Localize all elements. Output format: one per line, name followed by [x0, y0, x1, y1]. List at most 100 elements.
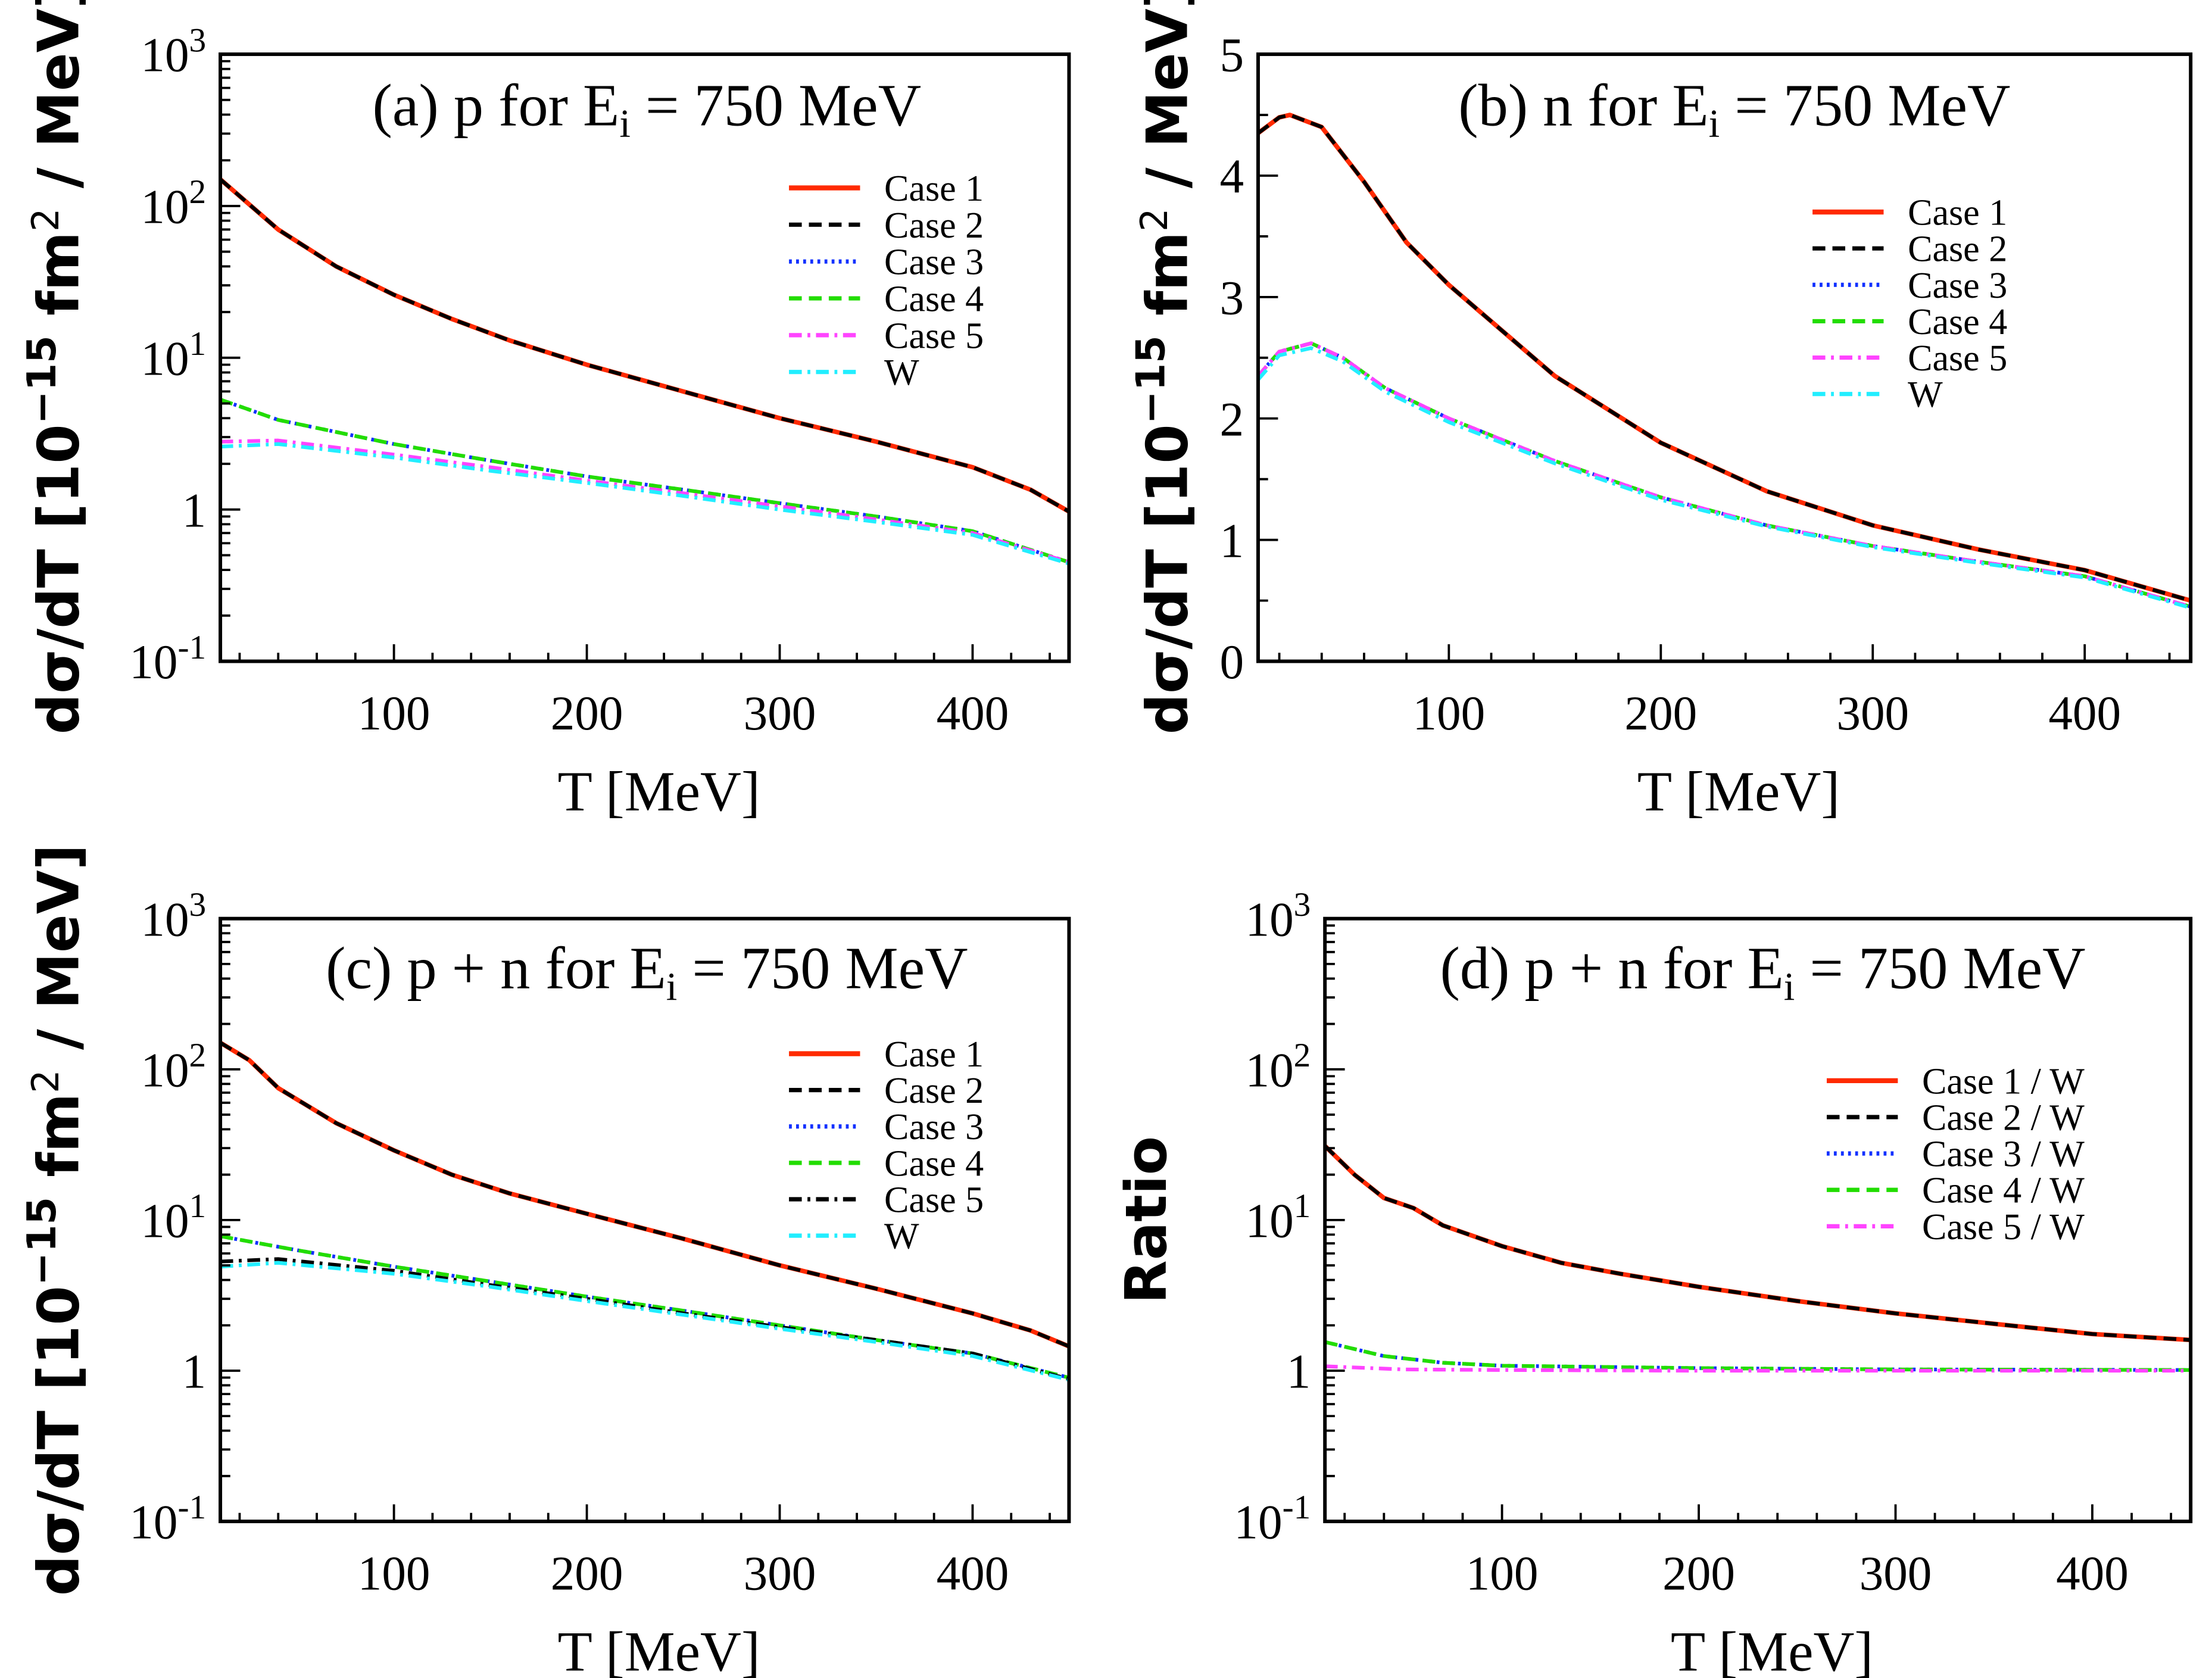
panel-title: (a) p for Ei = 750 MeV — [373, 72, 922, 145]
y-tick-label: 101 — [141, 325, 206, 385]
x-tick-label: 300 — [744, 1547, 816, 1601]
y-tick-base: 10 — [1245, 1043, 1293, 1097]
y-tick-base: 1 — [1287, 1345, 1311, 1399]
x-axis-label: T [MeV] — [1637, 760, 1840, 823]
title-text: = 750 MeV — [1720, 72, 2010, 138]
series-line-5 — [220, 1261, 1070, 1382]
y-tick-exponent: 1 — [1294, 1187, 1311, 1225]
y-label-text: / MeV] — [1134, 0, 1201, 208]
legend-label-3: Case 4 — [884, 279, 984, 320]
y-label-text: fm — [25, 1093, 92, 1197]
y-label-text: / MeV] — [25, 844, 92, 1070]
y-label-text: dσ/dT [10 — [25, 1286, 92, 1596]
x-tick-label: 100 — [1412, 687, 1485, 740]
series-line-3 — [220, 398, 1070, 564]
x-axis-label: T [MeV] — [557, 760, 760, 823]
y-tick-base: 10 — [141, 29, 189, 82]
panel-title: (d) p + n for Ei = 750 MeV — [1440, 935, 2086, 1009]
y-label-exponent: −15 — [18, 1197, 65, 1286]
y-label-text: dσ/dT [10 — [25, 424, 92, 734]
plot-frame — [219, 52, 1071, 663]
series-line-2 — [1256, 341, 2192, 609]
y-tick-label: 10-1 — [1234, 1489, 1311, 1549]
title-text: (d) p + n for E — [1440, 935, 1784, 1002]
y-label-exponent: −15 — [18, 335, 65, 424]
legend-label-2: Case 3 — [884, 242, 984, 283]
series-line-3 — [1324, 1340, 2191, 1372]
y-tick-base: 10 — [1234, 1496, 1282, 1549]
y-tick-label: 102 — [141, 173, 206, 233]
y-tick-label: 101 — [141, 1187, 206, 1247]
y-tick-base: 10 — [129, 635, 177, 689]
series-group — [1256, 113, 2192, 610]
y-tick-label: 2 — [1220, 392, 1244, 446]
x-tick-label: 200 — [1624, 687, 1697, 740]
y-label-text: dσ/dT [10 — [1134, 424, 1201, 734]
x-tick-label: 400 — [2056, 1547, 2129, 1601]
series-group — [219, 1040, 1070, 1382]
title-subscript: i — [1709, 102, 1720, 146]
y-tick-base: 0 — [1220, 635, 1244, 689]
series-line-4 — [220, 438, 1070, 564]
y-tick-label: 10-1 — [129, 1489, 206, 1549]
y-tick-label: 3 — [1220, 272, 1244, 325]
y-axis-label: dσ/dT [10−15 fm2 / MeV] — [1127, 0, 1200, 734]
y-tick-base: 5 — [1220, 29, 1244, 82]
title-subscript: i — [666, 965, 678, 1009]
y-tick-label: 102 — [141, 1037, 206, 1097]
series-line-3 — [1256, 341, 2192, 609]
x-tick-label: 200 — [1662, 1547, 1735, 1601]
x-tick-label: 200 — [551, 1547, 623, 1601]
title-subscript: i — [619, 102, 631, 146]
legend-label-3: Case 4 — [884, 1143, 984, 1184]
title-text: (b) n for E — [1458, 72, 1708, 138]
y-tick-label: 1 — [182, 1345, 207, 1399]
y-tick-base: 10 — [141, 1043, 189, 1097]
y-tick-base: 10 — [1245, 1194, 1293, 1248]
y-label-exponent: 2 — [1132, 208, 1176, 232]
y-tick-base: 10 — [1245, 893, 1293, 946]
y-label-exponent: 2 — [24, 208, 67, 232]
x-axis-label: T [MeV] — [1671, 1620, 1873, 1678]
series-line-4 — [1256, 341, 2192, 609]
legend-label-5: W — [1908, 375, 1943, 415]
title-text: = 750 MeV — [677, 935, 968, 1002]
y-tick-base: 1 — [1220, 514, 1244, 567]
series-group — [219, 177, 1071, 566]
y-tick-base: 1 — [182, 484, 207, 537]
y-label-exponent: 2 — [24, 1069, 67, 1093]
legend-label-0: Case 1 — [884, 169, 984, 209]
x-tick-label: 300 — [1836, 687, 1909, 740]
y-tick-label: 102 — [1245, 1037, 1311, 1097]
y-tick-exponent: 1 — [189, 1187, 207, 1225]
title-text: (a) p for E — [373, 72, 620, 138]
y-label-text: fm — [1134, 232, 1201, 335]
legend-label-0: Case 1 / W — [1922, 1061, 2085, 1102]
x-tick-label: 300 — [1860, 1547, 1932, 1601]
legend-label-2: Case 3 / W — [1922, 1134, 2085, 1175]
y-tick-label: 5 — [1220, 29, 1244, 82]
plot-frame — [1256, 52, 2193, 663]
y-tick-exponent: 1 — [189, 325, 207, 363]
x-tick-label: 100 — [1466, 1547, 1539, 1601]
panel-b: 100 200 300 400 T [MeV] 0 1 2 3 4 5 dσ/dT [10−15 fm… — [1127, 0, 2193, 823]
series-line-5 — [220, 442, 1070, 566]
y-tick-label: 101 — [1245, 1187, 1311, 1247]
y-tick-base: 10 — [141, 1194, 189, 1248]
y-tick-label: 4 — [1220, 150, 1244, 204]
y-tick-label: 1 — [182, 484, 207, 537]
y-tick-exponent: 2 — [189, 1037, 207, 1074]
y-label-text: Ratio — [1113, 1136, 1180, 1304]
series-line-0 — [1256, 113, 2192, 603]
legend-label-1: Case 2 — [884, 205, 984, 246]
y-tick-label: 0 — [1220, 635, 1244, 689]
y-tick-base: 2 — [1220, 392, 1244, 446]
x-tick-label: 400 — [2048, 687, 2121, 740]
y-tick-exponent: 3 — [189, 886, 207, 924]
y-label-exponent: −15 — [1127, 335, 1174, 424]
